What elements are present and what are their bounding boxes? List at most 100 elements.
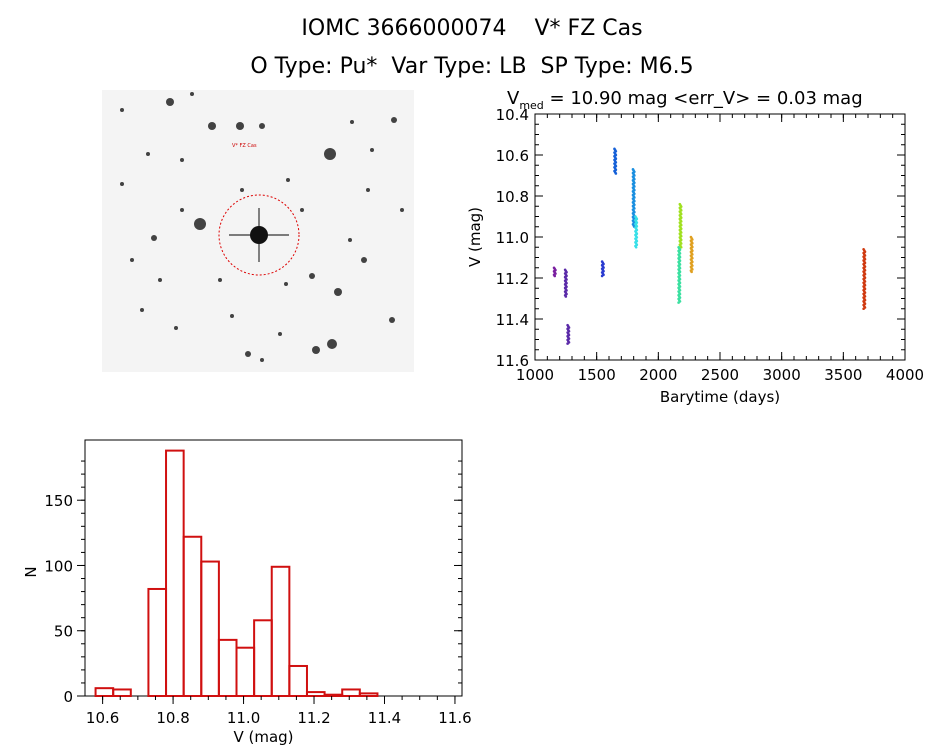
field-star [348, 238, 352, 242]
data-point [634, 245, 638, 249]
field-star [120, 108, 124, 112]
x-tick-label: 3000 [763, 366, 801, 384]
x-tick-label: 2000 [639, 366, 677, 384]
x-axis-label: Barytime (days) [660, 388, 780, 406]
histogram-bar [217, 638, 238, 698]
hist-x-tick-label: 10.8 [156, 709, 189, 727]
x-tick-label: 4000 [886, 366, 924, 384]
field-star [391, 117, 397, 123]
histogram-bar [270, 565, 291, 697]
field-star [278, 332, 282, 336]
y-axis-label: V (mag) [466, 207, 484, 267]
y-tick-label: 10.8 [496, 188, 529, 206]
field-star [309, 273, 315, 279]
histogram-bar [253, 619, 273, 697]
hist-x-axis-label: V (mag) [233, 728, 293, 746]
y-tick-label: 10.4 [496, 106, 529, 124]
data-point [564, 295, 568, 298]
field-star [284, 282, 288, 286]
title-rest: = 10.90 mag <err_V> = 0.03 mag [544, 88, 863, 109]
title-v: V [507, 88, 520, 109]
field-star [218, 278, 222, 282]
data-point [600, 274, 604, 278]
histogram-frame [84, 439, 463, 697]
light-curve-frame [534, 113, 906, 361]
finder-star-field [120, 92, 404, 362]
y-tick-label: 11.2 [496, 270, 529, 288]
field-star [158, 278, 162, 282]
field-star [361, 257, 367, 263]
field-star [366, 188, 370, 192]
field-star [236, 122, 244, 130]
histogram-bar [305, 691, 326, 697]
x-tick-label: 2500 [701, 366, 739, 384]
field-star [151, 235, 157, 241]
finder-target-label: V* FZ Cas [232, 143, 257, 149]
field-star [260, 358, 264, 362]
data-point [679, 245, 683, 249]
field-star [334, 288, 342, 296]
target-circle [218, 194, 300, 276]
field-star [259, 123, 265, 129]
hist-y-tick-label: 100 [44, 557, 73, 575]
hist-y-tick-label: 150 [44, 492, 73, 510]
histogram-bar [182, 535, 203, 698]
field-star [300, 208, 304, 212]
field-star [140, 308, 144, 312]
histogram-bar [288, 664, 308, 697]
field-star [120, 182, 124, 186]
data-point [862, 307, 865, 311]
histogram-bar [200, 560, 220, 697]
data-point [553, 274, 557, 278]
field-star [350, 120, 354, 124]
field-star [400, 208, 404, 212]
target-star [250, 226, 268, 244]
y-tick-label: 11.0 [496, 229, 529, 247]
x-tick-label: 1000 [516, 366, 554, 384]
light-curve-title: Vmed = 10.90 mag <err_V> = 0.03 mag [507, 88, 863, 112]
data-point [677, 301, 680, 304]
histogram-bar [358, 692, 379, 697]
field-star [230, 314, 234, 318]
y-tick-label: 10.6 [496, 147, 529, 165]
histogram-bar [323, 693, 344, 697]
field-star [194, 218, 206, 230]
field-star [245, 351, 251, 357]
field-star [370, 148, 374, 152]
field-star [146, 152, 150, 156]
field-star [190, 92, 194, 96]
histogram-bar [341, 688, 361, 698]
histogram-chart: 10.6 10.8 11.0 11.2 11.4 11.6 0 50 100 150 V (mag)… [22, 439, 472, 746]
chart-title-line-2: O Type: Pu* Var Type: LB SP Type: M6.5 [250, 54, 694, 79]
chart-title-line-1: IOMC 3666000074 V* FZ Cas [301, 16, 643, 41]
data-point [566, 342, 569, 345]
hist-y-tick-label: 50 [54, 623, 73, 641]
field-star [327, 339, 337, 349]
histogram-bar [147, 587, 168, 697]
histogram-bar [94, 687, 115, 698]
hist-x-tick-label: 11.6 [438, 709, 471, 727]
field-star [130, 258, 134, 262]
field-star [389, 317, 395, 323]
data-point [614, 172, 618, 175]
hist-y-axis-label: N [22, 566, 40, 577]
y-tick-label: 11.4 [496, 311, 529, 329]
histogram-bar [235, 646, 256, 697]
field-star [240, 188, 244, 192]
hist-x-tick-label: 10.6 [86, 709, 119, 727]
field-star [324, 148, 336, 160]
field-star [180, 158, 184, 162]
title-subscript: med [519, 99, 543, 112]
hist-x-tick-label: 11.0 [227, 709, 260, 727]
field-star [166, 98, 174, 106]
y-tick-label: 11.6 [496, 352, 529, 370]
field-star [208, 122, 216, 130]
field-star [286, 178, 290, 182]
field-star [180, 208, 184, 212]
x-tick-label: 1500 [578, 366, 616, 384]
finder-chart-image: V* FZ Cas [102, 90, 414, 372]
histogram-bar [165, 449, 185, 698]
hist-x-tick-label: 11.4 [368, 709, 401, 727]
hist-x-tick-label: 11.2 [297, 709, 330, 727]
